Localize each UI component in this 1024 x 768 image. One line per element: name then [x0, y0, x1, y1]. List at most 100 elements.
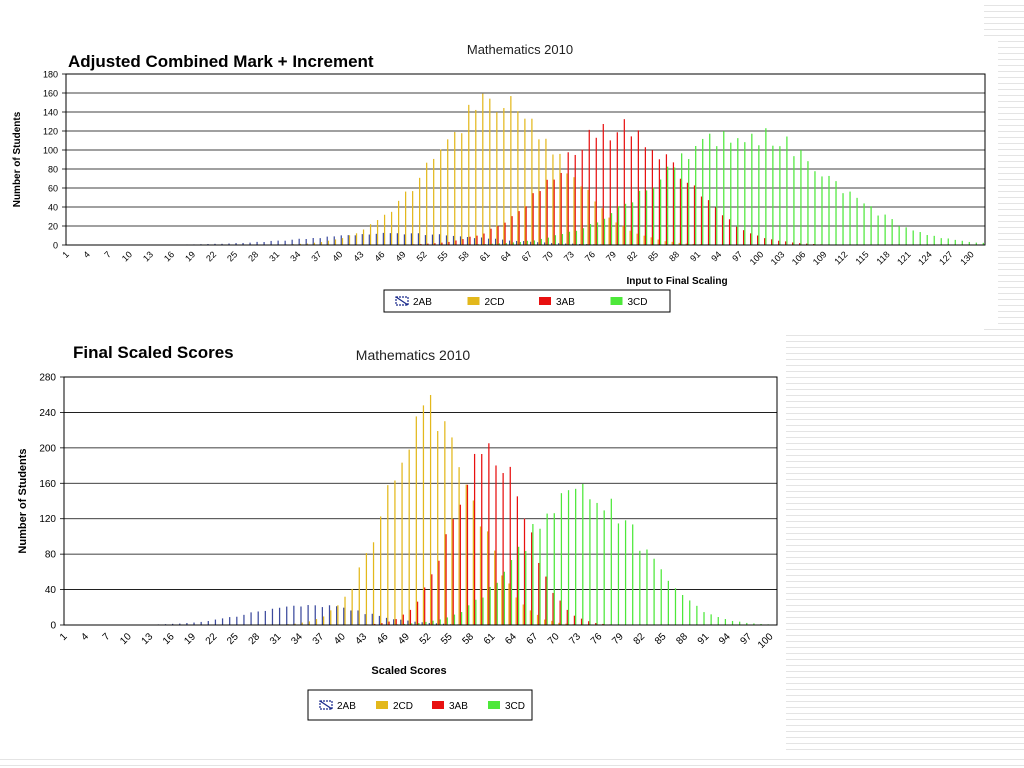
bar-3ab — [742, 230, 745, 245]
bar-3cd — [540, 238, 542, 245]
x-tick-label: 61 — [482, 631, 498, 647]
bottom-chart-panel: Mathematics 2010 0 40 80 120 160 200 240 280 1 4 7 1… — [0, 330, 786, 752]
bar-3ab — [700, 196, 703, 245]
bar-3ab — [518, 211, 520, 245]
bottom-section-title: Final Scaled Scores — [73, 343, 234, 362]
bar-3cd — [814, 171, 816, 245]
bar-3cd — [961, 240, 963, 245]
bar-3ab — [402, 614, 404, 625]
x-tick-label: 7 — [101, 631, 113, 643]
bar-2ab — [249, 242, 251, 245]
bar-2ab — [558, 243, 560, 245]
bar-3cd — [695, 146, 697, 245]
bar-2cd — [383, 214, 386, 245]
bar-3cd — [947, 238, 949, 245]
bar-2cd — [475, 109, 477, 245]
bar-3cd — [475, 599, 477, 625]
bar-3ab — [416, 601, 419, 625]
bar-3cd — [547, 237, 549, 245]
bar-3ab — [573, 615, 576, 625]
bar-3ab — [445, 534, 447, 625]
legend: 2AB 2CD 3AB 3CD — [383, 289, 671, 313]
bar-3ab — [566, 609, 568, 625]
y-tick-label: 180 — [43, 70, 58, 80]
bar-3cd — [432, 620, 434, 625]
bar-3ab — [473, 453, 476, 625]
bar-2ab — [537, 242, 539, 245]
bar-3cd — [717, 617, 719, 625]
bar-3ab — [490, 228, 492, 245]
bar-2ab — [179, 623, 181, 625]
x-tick-label: 103 — [769, 249, 787, 267]
bar-2cd — [558, 622, 560, 625]
legend-swatch-2cd — [376, 701, 388, 709]
bar-2ab — [264, 610, 266, 625]
bar-2ab — [286, 606, 288, 625]
bar-2cd — [601, 208, 603, 245]
bar-2ab — [428, 622, 430, 625]
x-tick-label: 91 — [688, 249, 702, 263]
bar-2ab — [172, 623, 174, 625]
bar-2ab — [214, 243, 216, 245]
x-tick-label: 52 — [415, 249, 429, 263]
x-tick-label: 10 — [118, 631, 134, 647]
bar-3cd — [758, 145, 760, 245]
bar-3cd — [596, 502, 598, 625]
bar-3cd — [554, 235, 557, 245]
bar-3cd — [926, 235, 928, 245]
bar-2cd — [348, 235, 351, 245]
bar-3cd — [453, 614, 456, 625]
bar-2ab — [314, 605, 316, 625]
bar-3ab — [560, 172, 562, 245]
bar-3cd — [510, 560, 513, 625]
bar-2cd — [465, 484, 467, 625]
bar-2ab — [473, 238, 476, 245]
bar-3ab — [658, 159, 661, 245]
bar-3cd — [491, 243, 493, 245]
y-tick-label: 20 — [48, 222, 58, 232]
bar-3ab — [441, 242, 443, 245]
x-tick-label: 31 — [267, 249, 281, 263]
bar-3ab — [728, 219, 731, 245]
decorative-stripes-right-lower — [786, 330, 1024, 768]
bar-3cd — [418, 622, 420, 625]
x-tick-label: 121 — [895, 249, 913, 267]
bar-2cd — [440, 149, 442, 245]
bar-2ab — [389, 233, 391, 245]
bar-3ab — [469, 236, 471, 245]
bar-3cd — [660, 179, 662, 245]
bar-3ab — [434, 243, 436, 245]
bar-3cd — [753, 623, 755, 625]
x-tick-label: 127 — [937, 249, 955, 267]
bar-2cd — [559, 153, 561, 245]
bar-2cd — [566, 173, 568, 245]
bar-2cd — [351, 588, 353, 625]
bar-3ab — [509, 466, 511, 625]
x-tick-label: 76 — [589, 631, 605, 647]
bar-3ab — [707, 200, 710, 245]
y-tick-label: 200 — [39, 443, 56, 454]
bar-3ab — [630, 136, 632, 245]
bar-2cd — [544, 619, 546, 625]
x-tick-label: 4 — [79, 631, 91, 643]
bar-2ab — [502, 239, 504, 245]
bar-2cd — [387, 485, 389, 625]
plot-frame — [63, 376, 778, 626]
bar-2ab — [319, 238, 321, 245]
bar-3cd — [425, 621, 427, 625]
bar-2cd — [671, 241, 673, 245]
x-tick-label: 40 — [330, 249, 344, 263]
bar-3ab — [735, 226, 738, 245]
bar-3ab — [409, 609, 412, 625]
bar-3ab — [545, 576, 547, 625]
bar-2cd — [447, 139, 449, 245]
bar-2cd — [365, 553, 368, 625]
bar-2cd — [380, 516, 382, 625]
bar-2cd — [608, 217, 610, 245]
bar-2cd — [327, 240, 330, 245]
x-tick-label: 22 — [204, 631, 220, 647]
bar-2ab — [293, 605, 295, 625]
bar-2ab — [421, 622, 423, 625]
bar-3ab — [806, 243, 808, 245]
bar-3cd — [849, 191, 851, 245]
